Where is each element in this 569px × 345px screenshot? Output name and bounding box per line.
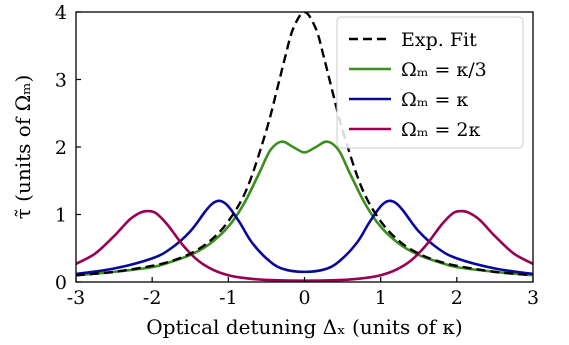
- series-line-2: [76, 199, 533, 276]
- legend-label: Exp. Fit: [401, 29, 477, 51]
- x-tick-label: -3: [67, 287, 86, 309]
- y-tick-label: 2: [55, 137, 67, 159]
- legend-label: Ωₘ = κ/3: [401, 59, 487, 81]
- y-tick-label: 3: [55, 70, 67, 92]
- legend: Exp. Fit Ωₘ = κ/3 Ωₘ = κ Ωₘ = 2κ: [336, 16, 524, 149]
- x-axis-label: Optical detuning Δₓ (units of κ): [146, 315, 462, 339]
- x-tick-label: -1: [219, 287, 238, 309]
- legend-label: Ωₘ = 2κ: [401, 119, 480, 141]
- x-tick-label: -2: [143, 287, 162, 309]
- legend-label: Ωₘ = κ: [401, 89, 468, 111]
- x-tick-label: 3: [527, 287, 539, 309]
- y-tick-label: 0: [55, 272, 67, 294]
- series-line-0: [76, 12, 533, 277]
- x-tick-label: 0: [298, 287, 310, 309]
- series-line-3: [76, 209, 533, 282]
- y-tick-label: 1: [55, 205, 67, 227]
- x-tick-label: 2: [451, 287, 463, 309]
- x-tick-label: 1: [375, 287, 387, 309]
- axis-ticks: -3 -2 -1 0 1 2 3 0 1 2 3 4: [55, 2, 539, 309]
- y-axis-label: τ̃ (units of Ωₘ): [11, 75, 35, 220]
- legend-box: [336, 16, 524, 149]
- series-line-1: [76, 140, 533, 277]
- y-tick-label: 4: [55, 2, 67, 24]
